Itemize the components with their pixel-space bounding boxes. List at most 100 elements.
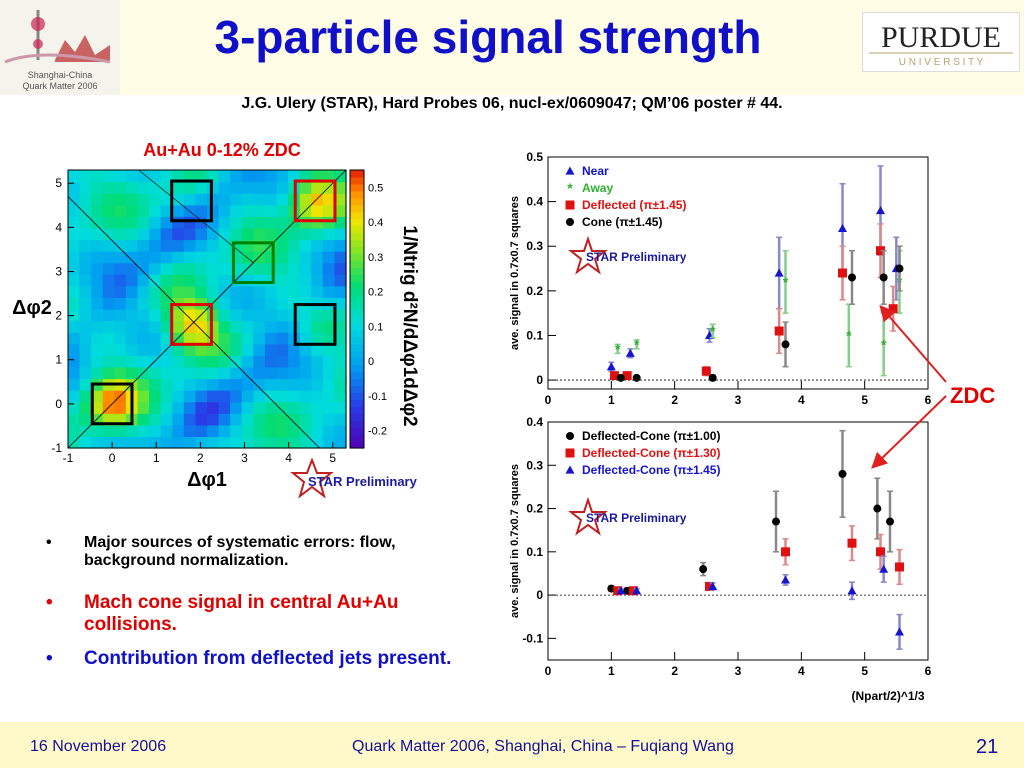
- heatmap-cell: [183, 355, 197, 368]
- heatmap-cell: [311, 227, 324, 241]
- heatmap-cell: [102, 262, 115, 275]
- heatmap-cell: [102, 251, 115, 264]
- heatmap-cell: [218, 227, 231, 241]
- data-point: [708, 581, 718, 591]
- colorbar-cell: [350, 302, 364, 310]
- heatmap-cell: [125, 285, 139, 299]
- heatmap-cell: [114, 401, 127, 414]
- y-tick-label: 1: [55, 353, 62, 367]
- colorbar-cell: [350, 322, 364, 331]
- x-tick-label: 2: [671, 393, 678, 407]
- heatmap-cell: [218, 204, 231, 217]
- heatmap-cell: [68, 181, 81, 194]
- heatmap-cell: [311, 262, 324, 275]
- heatmap-cell: [264, 285, 278, 299]
- heatmap-cell: [125, 274, 139, 287]
- heatmap-cell: [264, 332, 278, 345]
- y-tick-label: -1: [51, 441, 62, 455]
- heatmap-cell: [172, 170, 185, 183]
- heatmap-cell: [172, 239, 185, 252]
- colorbar-tick-label: 0: [368, 356, 374, 368]
- data-point: [616, 373, 625, 382]
- heatmap-cell: [114, 436, 127, 449]
- data-point: [879, 273, 888, 282]
- heatmap-cell: [264, 170, 278, 183]
- heatmap-cell: [264, 227, 278, 241]
- heatmap-cell: [218, 216, 231, 229]
- heatmap-cell: [149, 251, 162, 264]
- heatmap-cell: [149, 320, 162, 333]
- heatmap-cell: [299, 193, 312, 206]
- y-tick-label: 0.1: [526, 328, 543, 342]
- legend-marker: [565, 166, 575, 175]
- heatmap-cell: [114, 216, 127, 229]
- heatmap-cell: [102, 309, 115, 322]
- heatmap-cell: [79, 436, 92, 449]
- colorbar-frame: [349, 169, 365, 449]
- legend-label: Near: [582, 164, 609, 178]
- colorbar-cell: [350, 378, 364, 387]
- heatmap-cell: [102, 204, 115, 217]
- colorbar-tick-label: 0.4: [368, 217, 383, 229]
- heatmap-cell: [230, 378, 243, 391]
- heatmap-cell: [311, 378, 324, 391]
- heatmap-cell: [218, 343, 231, 356]
- heatmap-cell: [311, 343, 324, 356]
- heatmap-cell: [160, 401, 173, 414]
- heatmap-cell: [102, 343, 115, 356]
- footer-date: 16 November 2006: [30, 738, 167, 755]
- heatmap-cell: [183, 378, 197, 391]
- heatmap-cell: [149, 309, 162, 322]
- heatmap-cell: [276, 181, 289, 194]
- heatmap-cell: [334, 355, 347, 368]
- heatmap-cell: [137, 239, 150, 252]
- heatmap-cell: [183, 401, 197, 414]
- heatmap-cell: [207, 343, 220, 356]
- heatmap-cell: [299, 320, 312, 333]
- heatmap-cell: [311, 181, 324, 194]
- heatmap-cell: [230, 227, 243, 241]
- heatmap-cell: [160, 355, 173, 368]
- footer-conference: Quark Matter 2006, Shanghai, China – Fuq…: [352, 738, 734, 755]
- data-point: [774, 268, 784, 277]
- heatmap-cell: [207, 285, 220, 299]
- heatmap-cell: [114, 424, 127, 438]
- y-tick-label: 0.2: [526, 284, 543, 298]
- heatmap-cell: [218, 285, 231, 299]
- heatmap-cell: [207, 378, 220, 391]
- heatmap-cell: [172, 320, 185, 333]
- heatmap-cell: [264, 251, 278, 264]
- heatmap-cell: [241, 216, 254, 229]
- heatmap-cell: [125, 355, 139, 368]
- heatmap-cell: [230, 401, 243, 414]
- heatmap-cell: [195, 239, 208, 252]
- heatmap-cell: [149, 274, 162, 287]
- heatmap-cell: [79, 332, 92, 345]
- x-tick-label: 3: [735, 664, 742, 678]
- colorbar-cell: [350, 413, 364, 421]
- heatmap-cell: [322, 285, 336, 299]
- signal-box: [293, 179, 337, 223]
- data-point: [876, 547, 885, 557]
- diagonal-line: [67, 169, 347, 449]
- heatmap-cell: [322, 401, 336, 414]
- colorbar-cell: [350, 211, 364, 220]
- logo-left-line1: Shanghai-China: [28, 70, 93, 80]
- heatmap-cell: [114, 297, 127, 310]
- heatmap-cell: [91, 285, 104, 299]
- colorbar-tick-label: -0.2: [368, 426, 387, 438]
- heatmap-cell: [137, 285, 150, 299]
- heatmap-cell: [137, 227, 150, 241]
- heatmap-cell: [79, 424, 92, 438]
- heatmap-cell: [264, 274, 278, 287]
- bullet-text: Contribution from deflected jets present…: [84, 648, 452, 669]
- data-point: *: [634, 336, 640, 352]
- heatmap-cell: [160, 204, 173, 217]
- heatmap-cell: [149, 193, 162, 206]
- heatmap-cell: [230, 170, 243, 183]
- data-point: [838, 223, 847, 232]
- data-point: [632, 373, 641, 382]
- bullet-item: • Contribution from deflected jets presen…: [46, 648, 452, 669]
- heatmap-cell: [311, 390, 324, 403]
- heatmap-cell: [160, 413, 173, 426]
